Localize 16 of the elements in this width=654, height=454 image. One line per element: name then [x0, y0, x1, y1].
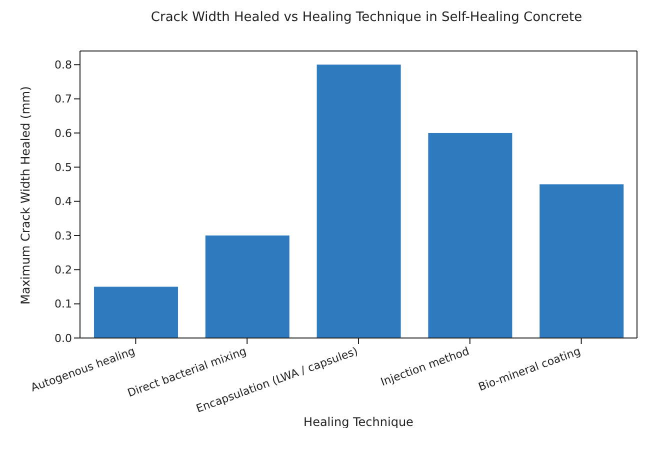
bar [428, 133, 512, 338]
y-tick-label: 0.2 [54, 264, 72, 277]
bar [540, 184, 624, 338]
y-tick-label: 0.7 [54, 92, 72, 106]
bar [316, 64, 401, 338]
bar [205, 236, 290, 338]
y-tick-label: 0.6 [54, 126, 72, 140]
y-tick-label: 0.4 [54, 195, 72, 208]
chart-title: Crack Width Healed vs Healing Technique in Self-Healing Concrete [150, 10, 584, 25]
y-tick-label: 0.3 [54, 229, 72, 242]
y-axis-title: Maximum Crack Width Healed (mm) [18, 86, 32, 304]
y-tick-label: 0.8 [54, 58, 72, 72]
y-tick-label: 0.5 [54, 161, 72, 174]
y-tick-label: 0.1 [54, 298, 72, 311]
y-tick-label: 0.0 [54, 332, 72, 345]
bar [94, 286, 178, 338]
